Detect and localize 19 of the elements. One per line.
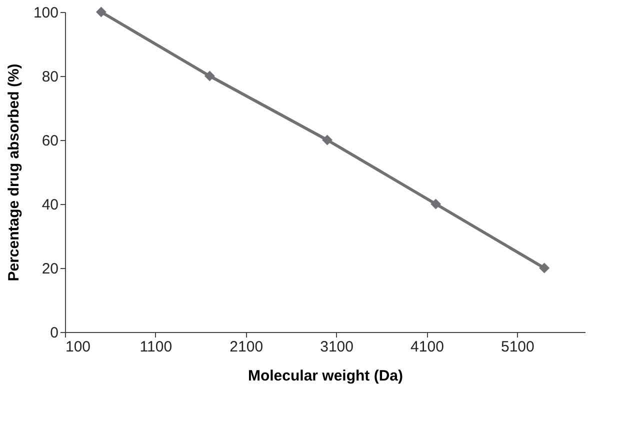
y-tick-label: 20 bbox=[42, 260, 58, 278]
y-axis-title: Percentage drug absorbed (%) bbox=[5, 64, 22, 282]
x-tick-label: 3100 bbox=[320, 338, 354, 356]
y-tick-label: 60 bbox=[42, 132, 58, 150]
y-tick-label: 0 bbox=[50, 324, 58, 342]
x-tick-label: 100 bbox=[66, 338, 91, 356]
x-tick-label: 1100 bbox=[140, 338, 172, 356]
point bbox=[322, 134, 333, 146]
point bbox=[96, 6, 106, 18]
y-tick-label: 40 bbox=[42, 196, 58, 214]
y-tick-label: 100 bbox=[33, 4, 58, 22]
x-tick-label: 4100 bbox=[410, 338, 444, 356]
point bbox=[430, 198, 442, 210]
x-tick-label: 5100 bbox=[500, 338, 534, 356]
y-tick-label: 80 bbox=[42, 68, 58, 86]
x-tick-label: 2100 bbox=[230, 338, 264, 356]
point bbox=[539, 262, 550, 274]
point bbox=[204, 70, 215, 82]
x-axis-title: Molecular weight (Da) bbox=[248, 368, 404, 384]
